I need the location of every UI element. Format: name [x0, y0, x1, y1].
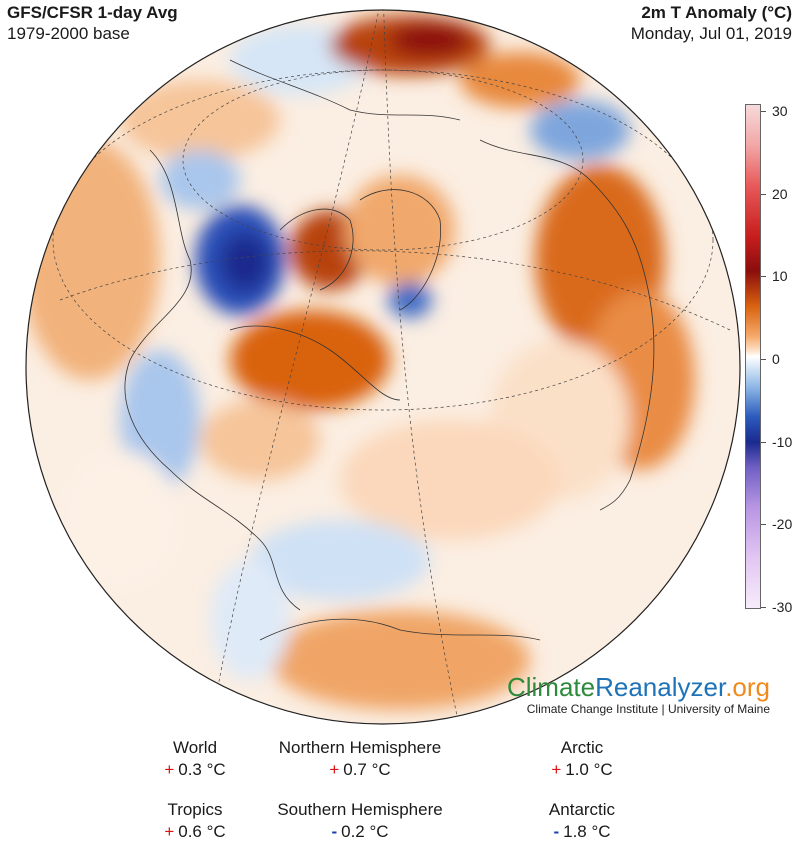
stat-sign: - [331, 822, 338, 841]
colorbar-tick [761, 193, 766, 195]
colorbar-tick-label: 20 [772, 185, 788, 202]
stat-value: 0.2 °C [341, 822, 389, 841]
stat-tropics: Tropics +0.6 °C [65, 799, 325, 843]
colorbar-tick [761, 359, 766, 360]
brand-affiliation: Climate Change Institute | University of… [526, 702, 770, 716]
colorbar-tick-label: 30 [772, 103, 788, 119]
colorbar-tick-label: 10 [772, 268, 788, 285]
stat-sign: + [551, 760, 562, 779]
brand-part-climate: Climate [506, 672, 596, 702]
stat-sign: + [164, 822, 175, 841]
colorbar-tick [761, 524, 766, 526]
stat-arctic: Arctic +1.0 °C [452, 737, 712, 781]
stat-label: Northern Hemisphere [278, 738, 442, 757]
map-date: Monday, Jul 01, 2019 [630, 24, 792, 43]
stat-value: 0.7 °C [343, 760, 391, 779]
graticule [52, 10, 731, 724]
stat-world: World +0.3 °C [65, 737, 325, 781]
stat-value: 0.3 °C [178, 760, 226, 779]
stat-value: 1.0 °C [565, 760, 613, 779]
colorbar [745, 104, 761, 609]
colorbar-tick [761, 276, 766, 278]
stat-value: 0.6 °C [178, 822, 226, 841]
stat-southern-hemisphere: Southern Hemisphere -0.2 °C [230, 799, 490, 843]
colorbar-tick-label: -10 [772, 433, 793, 450]
stat-value: 1.8 °C [563, 822, 611, 841]
brand-part-org: .org [725, 672, 770, 702]
colorbar-tick-label: -20 [772, 516, 793, 533]
brand-part-reanalyzer: Reanalyzer [595, 672, 726, 702]
anomaly-field [26, 10, 740, 724]
stat-label: Arctic [560, 738, 604, 757]
coastlines [124, 59, 655, 641]
colorbar-tick [761, 607, 766, 608]
stat-northern-hemisphere: Northern Hemisphere +0.7 °C [230, 737, 490, 781]
colorbar-tick-label: -30 [772, 599, 793, 615]
stat-antarctic: Antarctic -1.8 °C [452, 799, 712, 843]
map-baseline: 1979-2000 base [7, 24, 130, 43]
globe-map [25, 9, 741, 725]
stat-label: Antarctic [548, 800, 616, 819]
stat-sign: + [164, 760, 175, 779]
colorbar-tick [761, 441, 766, 443]
stat-label: World [172, 738, 218, 757]
stat-sign: - [553, 822, 560, 841]
stat-label: Southern Hemisphere [277, 800, 443, 819]
colorbar-tick [761, 111, 766, 112]
stat-label: Tropics [167, 800, 223, 819]
colorbar-tick-label: 0 [772, 351, 780, 367]
stat-sign: + [329, 760, 340, 779]
brand-logo[interactable]: ClimateReanalyzer.org [507, 672, 770, 703]
map-title: GFS/CFSR 1-day Avg [7, 3, 178, 22]
variable-title: 2m T Anomaly (°C) [641, 3, 792, 22]
